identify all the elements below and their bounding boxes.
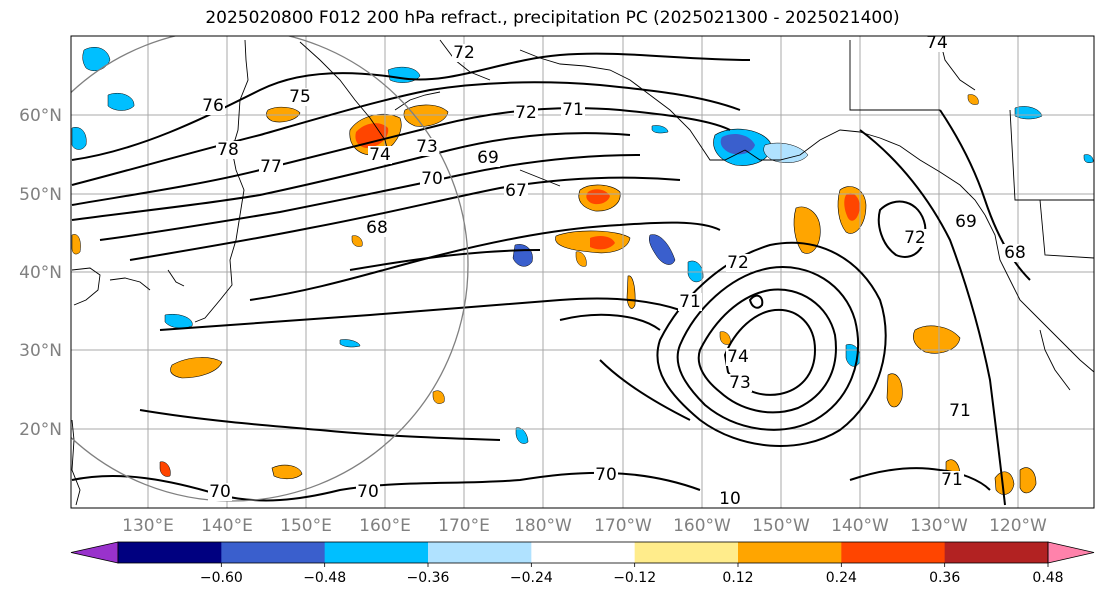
colorbar-segment — [531, 542, 636, 563]
colorbar-extend-high — [1047, 541, 1095, 564]
contour-label: 70 — [209, 482, 231, 502]
colorbar-segment — [944, 542, 1049, 563]
lon-label: 130°W — [910, 516, 968, 536]
lon-label: 160°W — [673, 516, 731, 536]
lon-label: 160°E — [359, 516, 411, 536]
lat-label: 20°N — [19, 420, 62, 440]
colorbar-segment — [324, 542, 429, 563]
colorbar-segment — [428, 542, 532, 563]
lon-label: 120°W — [989, 516, 1047, 536]
contour-label: 74 — [369, 145, 391, 165]
lon-label: 150°E — [280, 516, 332, 536]
colorbar-tick-label: −0.36 — [407, 570, 450, 586]
colorbar-tick-label: 0.48 — [1032, 570, 1063, 586]
contour-label: 74 — [926, 33, 948, 53]
lon-label: 140°W — [831, 516, 889, 536]
lon-label: 150°W — [752, 516, 810, 536]
contour-label: 71 — [941, 470, 963, 490]
contour-label: 77 — [260, 157, 282, 177]
plot-frame — [70, 35, 1095, 509]
contour-label: 72 — [727, 253, 749, 273]
contour-label: 76 — [202, 96, 224, 116]
colorbar-tick-label: 0.12 — [722, 570, 753, 586]
colorbar-tick-label: −0.48 — [303, 570, 346, 586]
colorbar-tick-label: −0.60 — [200, 570, 243, 586]
lon-label: 130°E — [122, 516, 174, 536]
colorbar-segment — [118, 542, 222, 563]
colorbar-tick-label: 0.24 — [826, 570, 857, 586]
contour-label: 70 — [595, 465, 617, 485]
contour-label: 70 — [357, 482, 379, 502]
lat-label: 40°N — [19, 263, 62, 283]
colorbar-tick-label: −0.24 — [510, 570, 553, 586]
lat-label: 30°N — [19, 341, 62, 361]
coastlines — [71, 39, 1094, 506]
lon-label: 170°W — [594, 516, 652, 536]
contour-label: 72 — [515, 103, 537, 123]
map-title: 2025020800 F012 200 hPa refract., precip… — [205, 8, 900, 28]
colorbar-tick-label: 0.36 — [929, 570, 960, 586]
contour-label: 69 — [477, 148, 499, 168]
contour-label: 67 — [505, 181, 527, 201]
lat-label: 60°N — [19, 106, 62, 126]
contour-label: 73 — [416, 137, 438, 157]
lon-label: 180°W — [514, 516, 572, 536]
contour-label: 74 — [727, 347, 749, 367]
colorbar-extend-low — [70, 541, 119, 564]
colorbar-tick-label: −0.12 — [613, 570, 656, 586]
colorbar-segment — [221, 542, 326, 563]
contour-label: 75 — [289, 87, 311, 107]
lon-label: 170°E — [438, 516, 490, 536]
contour-label: 73 — [729, 373, 751, 393]
colorbar-segment — [841, 542, 946, 563]
precipitation-shading — [71, 47, 1094, 495]
contour-label: 72 — [453, 43, 475, 63]
refractivity-contours — [71, 52, 1031, 506]
contour-label: 71 — [949, 401, 971, 421]
contour-label: 78 — [217, 140, 239, 160]
contour-label: 71 — [562, 100, 584, 120]
latitude-labels: 60°N 50°N 40°N 30°N 20°N — [19, 106, 62, 440]
lat-label: 50°N — [19, 185, 62, 205]
colorbar-segment — [738, 542, 842, 563]
contour-label: 10 — [719, 489, 741, 509]
colorbar-segment — [634, 542, 739, 563]
contour-label: 69 — [955, 212, 977, 232]
longitude-labels: 130°E 140°E 150°E 160°E 170°E 180°W 170°W 160°W… — [122, 516, 1047, 536]
contour-label: 71 — [679, 292, 701, 312]
colorbar: −0.60 −0.48 −0.36 −0.24 −0.12 0.12 0.24 0.36 0.4… — [70, 541, 1095, 586]
lon-label: 140°E — [201, 516, 253, 536]
contour-label: 68 — [366, 218, 388, 238]
contour-labels: 72 76 75 78 77 74 73 72 71 70 69 67 68 72 69 68 72 71 74 73… — [201, 33, 1027, 509]
contour-label: 70 — [421, 169, 443, 189]
contour-label: 68 — [1004, 243, 1026, 263]
contour-label: 72 — [904, 228, 926, 248]
